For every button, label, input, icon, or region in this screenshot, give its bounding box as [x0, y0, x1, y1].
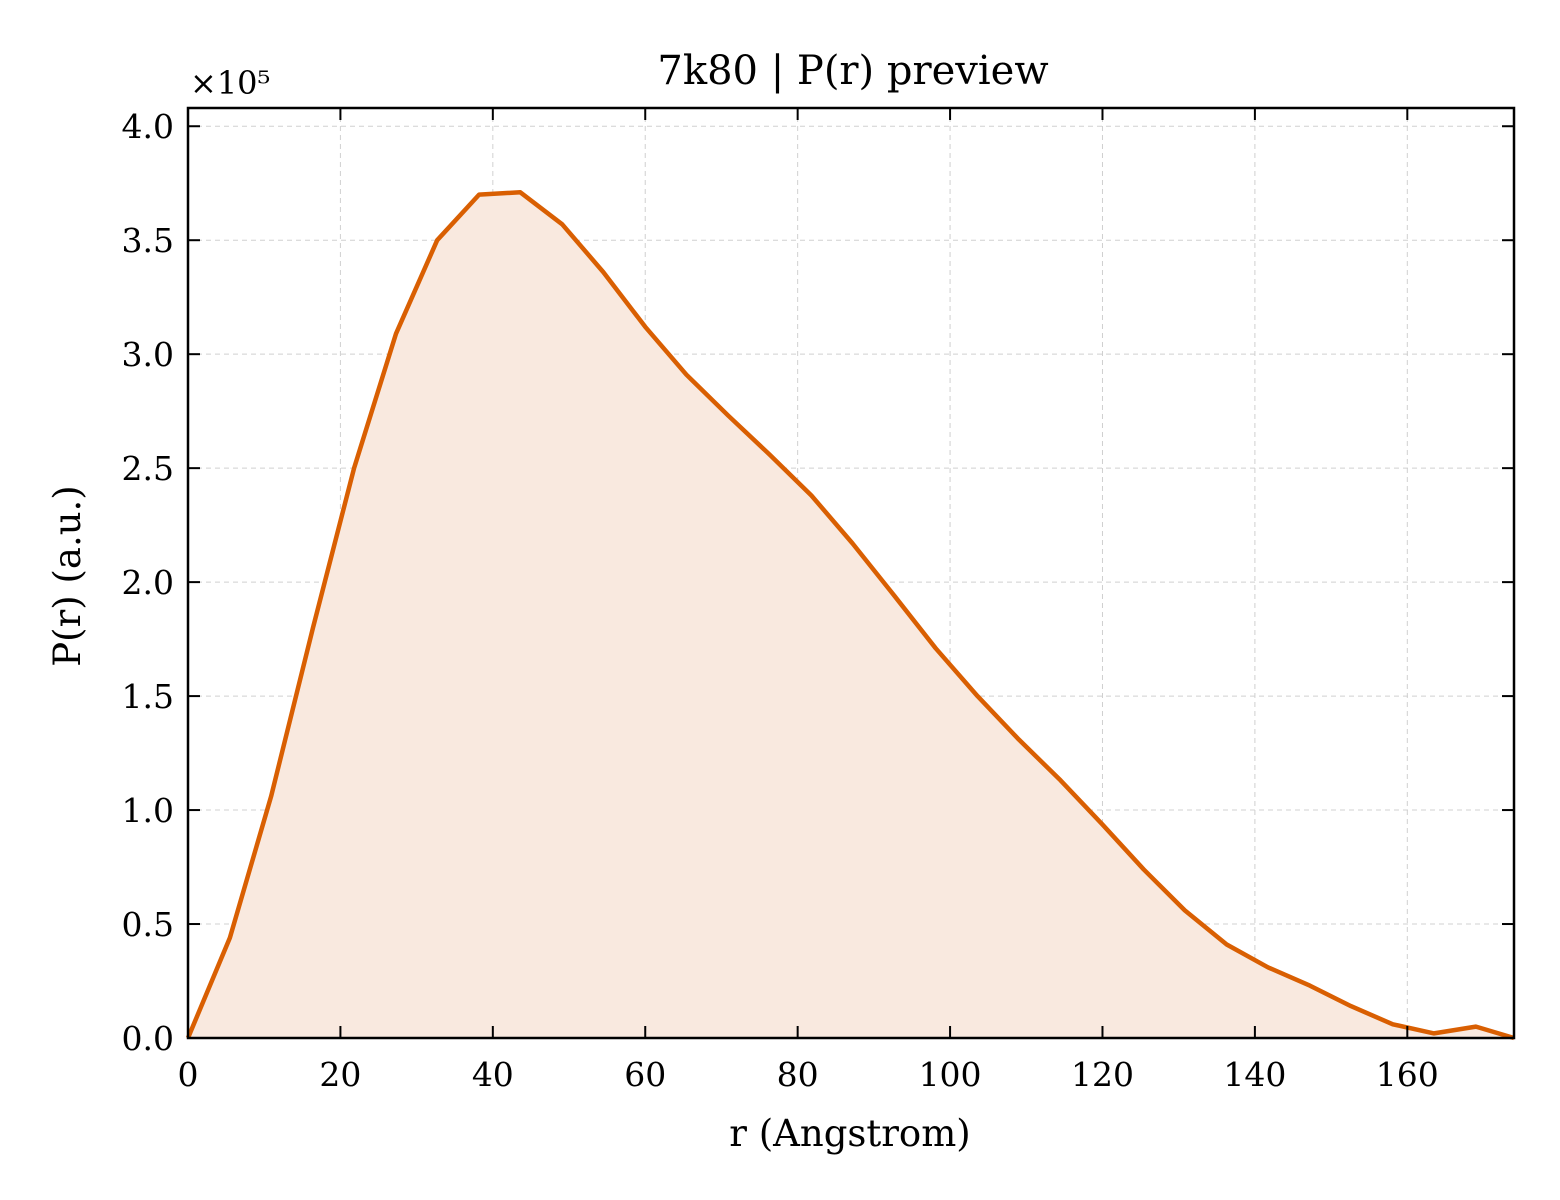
x-tick-label: 40: [472, 1055, 514, 1094]
x-tick-label: 140: [1223, 1055, 1286, 1094]
y-axis-label: P(r) (a.u.): [46, 485, 89, 667]
x-axis-label: r (Angstrom): [729, 1112, 970, 1155]
x-tick-label: 80: [777, 1055, 819, 1094]
y-tick-label: 0.0: [122, 1019, 174, 1058]
chart-title: 7k80 | P(r) preview: [657, 48, 1048, 94]
y-axis-multiplier: ×10⁵: [190, 64, 270, 102]
x-tick-label: 100: [919, 1055, 982, 1094]
y-tick-label: 0.5: [122, 905, 174, 944]
y-tick-label: 3.0: [122, 335, 174, 374]
area-fill: [188, 192, 1514, 1039]
y-tick-label: 1.0: [122, 791, 174, 830]
x-tick-label: 120: [1071, 1055, 1134, 1094]
axes-frame: [186, 106, 1516, 1040]
y-tick-label: 3.5: [122, 221, 174, 260]
axis-ticks: 0 20 40 60 80 100 120 140 160 0.0 0.5 1.0 1.5 2.0 2.5 3…: [122, 107, 1514, 1094]
y-tick-label: 2.5: [122, 449, 174, 488]
x-tick-label: 160: [1376, 1055, 1439, 1094]
x-tick-label: 0: [178, 1055, 199, 1094]
series-line: [185, 190, 1515, 1041]
y-tick-label: 1.5: [122, 677, 174, 716]
x-tick-label: 20: [319, 1055, 361, 1094]
x-tick-label: 60: [624, 1055, 666, 1094]
y-tick-label: 4.0: [122, 107, 174, 146]
y-tick-label: 2.0: [122, 563, 174, 602]
